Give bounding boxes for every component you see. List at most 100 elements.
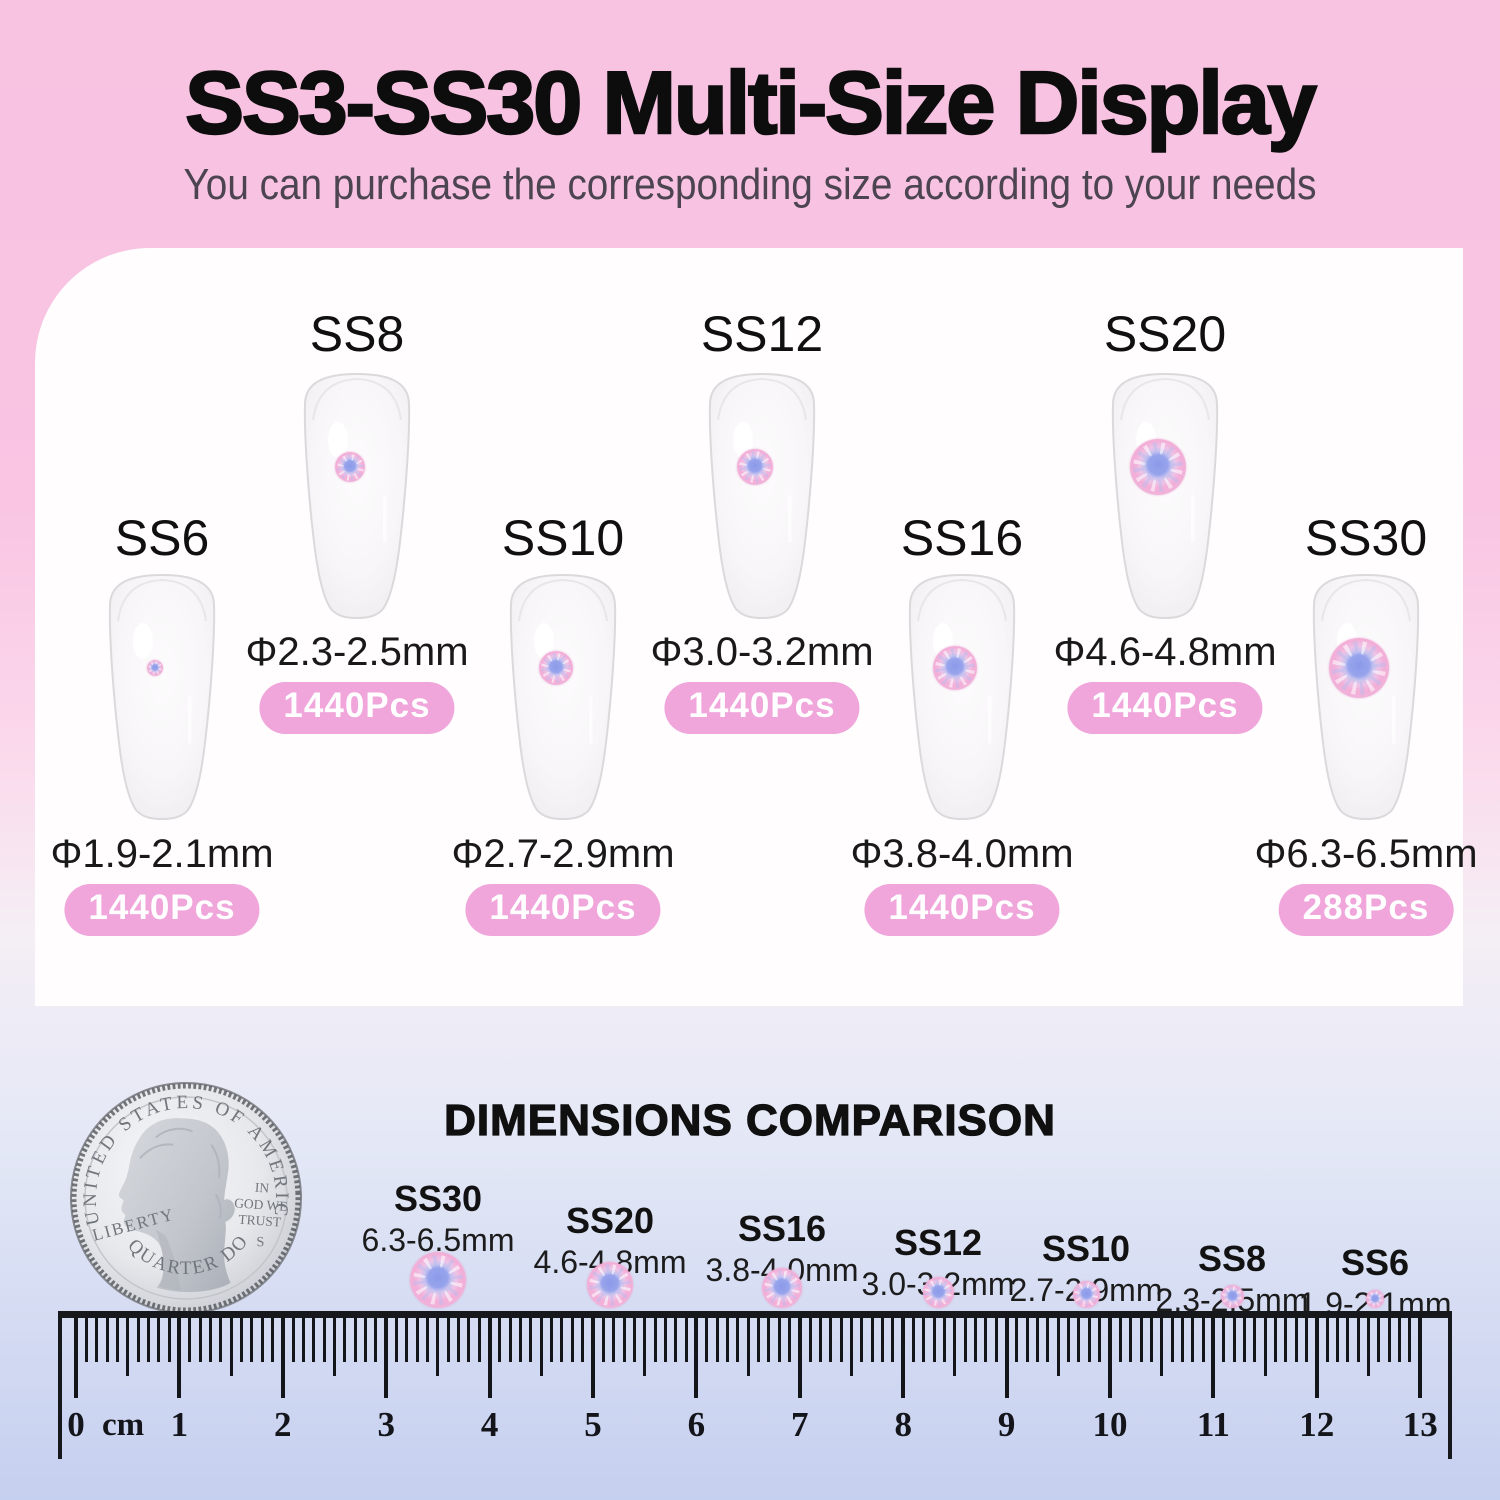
rhinestone-gem (922, 1277, 954, 1308)
ruler-tick (829, 1318, 833, 1362)
ruler-tick (1377, 1318, 1381, 1362)
ruler-tick (136, 1318, 140, 1362)
display-item-SS6: SS6 Φ1.9-2.1mm 1440Pcs (42, 0, 282, 1010)
ruler-tick (1149, 1318, 1153, 1362)
ruler-tick (1180, 1318, 1184, 1362)
ruler-tick (684, 1318, 688, 1362)
rhinestone-gem (1366, 1290, 1384, 1308)
nail-tip-image (282, 370, 432, 620)
ruler-tick (715, 1318, 719, 1362)
ruler-tick (725, 1318, 729, 1362)
ruler-tick (1418, 1318, 1423, 1398)
ruler-tick (498, 1318, 502, 1362)
ruler-tick (1015, 1318, 1019, 1362)
nail-tip-shape (908, 573, 1016, 821)
ruler-tick (426, 1318, 430, 1362)
ruler-tick (570, 1318, 574, 1362)
comparison-size-code: SS8 (1197, 1238, 1267, 1279)
ruler-tick (415, 1318, 419, 1362)
comparison-size-code: SS10 (1041, 1228, 1131, 1269)
ruler-tick (746, 1318, 750, 1376)
ruler-tick (787, 1318, 791, 1362)
ruler-tick (632, 1318, 636, 1362)
display-item-SS16: SS16 Φ3.8-4.0mm 1440Pcs (842, 0, 1082, 1010)
ruler-number: 12 (1299, 1405, 1335, 1444)
ruler-tick (1314, 1318, 1319, 1398)
display-item-SS20: SS20 Φ4.6-4.8mm 1440Pcs (1045, 0, 1285, 1010)
ruler-tick (963, 1318, 967, 1362)
rhinestone-gem (933, 646, 977, 690)
comparison-title: DIMENSIONS COMPARISON (443, 1095, 1056, 1145)
ruler-tick (860, 1318, 864, 1362)
dimension-comparison-row: SS306.3-6.5mmSS204.6-4.8mmSS163.8-4.0mmS… (0, 0, 1500, 1320)
ruler-tick (560, 1318, 564, 1362)
diameter-label: Φ4.6-4.8mm (1053, 630, 1277, 674)
ruler-tick (1367, 1318, 1370, 1376)
ruler-number: 4 (480, 1405, 499, 1444)
rhinestone-gem (1130, 439, 1186, 495)
ruler-tick (126, 1318, 130, 1376)
ruler-tick (374, 1318, 378, 1362)
count-badge: 1440Pcs (1067, 682, 1263, 734)
ruler-tick (1284, 1318, 1288, 1362)
ruler-tick (105, 1318, 109, 1362)
ruler-tick (1346, 1318, 1350, 1362)
ruler-tick (301, 1318, 305, 1362)
ruler-tick (932, 1318, 936, 1362)
nail-tip-image (687, 370, 837, 620)
ruler-tick (1046, 1318, 1050, 1362)
ruler-tick (591, 1318, 595, 1398)
diameter-label: Φ1.9-2.1mm (50, 832, 274, 876)
size-code-label: SS6 (114, 510, 210, 566)
ruler-number: 1 (170, 1405, 189, 1444)
ruler-left-edge (58, 1311, 62, 1459)
ruler-number: 0 (67, 1405, 85, 1444)
diameter-label: Φ3.8-4.0mm (850, 832, 1074, 876)
count-badge: 1440Pcs (465, 884, 661, 936)
size-code-label: SS20 (1103, 306, 1227, 362)
ruler-tick (1294, 1318, 1298, 1362)
ruler: cm 0 1 2 3 4 5 6 7 8 9 10 11 12 13 (58, 1311, 1452, 1463)
ruler-tick (756, 1318, 760, 1362)
ruler-tick (694, 1318, 699, 1398)
ruler-tick (994, 1318, 998, 1362)
display-item-SS8: SS8 Φ2.3-2.5mm 1440Pcs (237, 0, 477, 1010)
diameter-label: Φ2.7-2.9mm (451, 832, 675, 876)
comparison-size-code: SS6 (1340, 1242, 1410, 1283)
ruler-tick (550, 1318, 554, 1362)
ruler-tick (797, 1318, 802, 1398)
ruler-tick (1108, 1318, 1112, 1398)
ruler-tick (1304, 1318, 1308, 1362)
ruler-tick (487, 1318, 492, 1398)
ruler-tick (188, 1318, 192, 1362)
ruler-tick (167, 1318, 171, 1362)
ruler-tick (1191, 1318, 1195, 1362)
ruler-tick (974, 1318, 978, 1362)
nail-tip-image (1090, 370, 1240, 620)
nail-display-grid: SS6 Φ1.9-2.1mm 1440Pcs SS8 Φ2.3-2.5mm 1440Pcs… (0, 0, 1500, 1010)
ruler-tick (353, 1318, 357, 1362)
ruler-tick (1160, 1318, 1164, 1376)
ruler-tick (115, 1318, 119, 1362)
comparison-size-code: SS12 (893, 1222, 983, 1263)
ruler-tick (1098, 1318, 1102, 1362)
ruler-tick (1263, 1318, 1267, 1376)
size-code-label: SS30 (1304, 510, 1428, 566)
ruler-tick (943, 1318, 947, 1362)
ruler-tick (777, 1318, 781, 1362)
comparison-size-code: SS16 (737, 1208, 827, 1249)
ruler-number: 3 (377, 1405, 395, 1444)
ruler-tick (74, 1318, 78, 1398)
nail-tip-image (87, 571, 237, 821)
ruler-tick (1335, 1318, 1339, 1362)
ruler-tick (808, 1318, 812, 1362)
ruler-tick (467, 1318, 471, 1362)
ruler-tick (146, 1318, 150, 1362)
ruler-tick (260, 1318, 264, 1362)
ruler-unit-label: cm (102, 1407, 145, 1443)
ruler-tick (280, 1318, 285, 1398)
ruler-tick (1242, 1318, 1246, 1362)
ruler-tick (436, 1318, 440, 1376)
size-code-label: SS16 (900, 510, 1024, 566)
ruler-tick (364, 1318, 368, 1362)
